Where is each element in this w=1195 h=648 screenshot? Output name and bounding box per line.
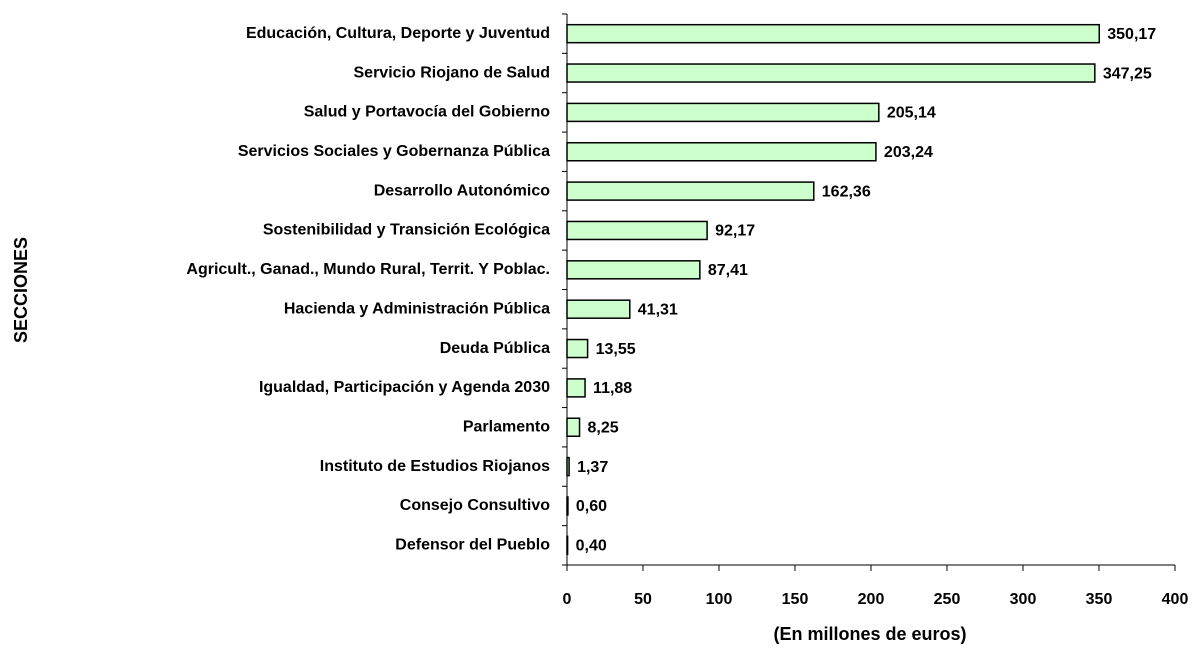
y-tick-label: Defensor del Pueblo — [395, 537, 550, 554]
bar — [566, 63, 1096, 83]
y-tick-label: Parlamento — [463, 418, 550, 435]
bar — [566, 456, 570, 477]
value-label: 350,17 — [1107, 26, 1156, 43]
y-tick-label: Deuda Pública — [440, 340, 550, 357]
y-tick-label: Servicios Sociales y Gobernanza Pública — [238, 143, 550, 160]
x-tick-label: 350 — [1086, 591, 1113, 608]
value-label: 1,37 — [577, 459, 608, 476]
bar — [566, 23, 1101, 44]
x-axis-title: (En millones de euros) — [773, 624, 966, 644]
bar — [566, 299, 631, 319]
value-label: 347,25 — [1103, 65, 1152, 82]
value-label: 13,55 — [596, 341, 636, 358]
bar — [566, 260, 701, 280]
x-tick-label: 0 — [563, 591, 572, 608]
bar — [566, 220, 708, 241]
y-tick-label: Sostenibilidad y Transición Ecológica — [263, 222, 550, 239]
bar — [566, 496, 569, 516]
value-label: 205,14 — [887, 105, 936, 122]
x-tick-label: 400 — [1162, 591, 1189, 608]
value-label: 8,25 — [588, 419, 619, 436]
value-label: 0,40 — [576, 538, 607, 555]
x-tick-label: 100 — [706, 591, 733, 608]
y-tick-label: Instituto de Estudios Riojanos — [320, 458, 550, 475]
y-tick-label: Educación, Cultura, Deporte y Juventud — [246, 25, 550, 42]
bar — [566, 378, 586, 398]
y-tick-label: Agricult., Ganad., Mundo Rural, Territ. … — [186, 261, 550, 278]
y-tick-label: Igualdad, Participación y Agenda 2030 — [259, 379, 550, 396]
bar — [566, 417, 581, 437]
y-tick-label: Servicio Riojano de Salud — [354, 64, 551, 81]
y-tick-label: Hacienda y Administración Pública — [284, 300, 550, 317]
bar — [566, 338, 589, 359]
y-axis-title: SECCIONES — [11, 237, 31, 343]
x-tick-label: 150 — [782, 591, 809, 608]
value-label: 92,17 — [715, 223, 755, 240]
x-tick-label: 250 — [934, 591, 961, 608]
x-tick-label: 50 — [634, 591, 652, 608]
value-label: 162,36 — [822, 183, 871, 200]
x-tick-label: 200 — [858, 591, 885, 608]
bar — [566, 181, 815, 201]
bar — [566, 535, 569, 556]
value-label: 203,24 — [884, 144, 933, 161]
y-tick-label: Salud y Portavocía del Gobierno — [304, 104, 551, 121]
y-tick-label: Consejo Consultivo — [400, 497, 550, 514]
value-label: 11,88 — [593, 380, 632, 397]
value-label: 87,41 — [708, 262, 748, 279]
value-label: 0,60 — [576, 498, 607, 515]
value-label: 41,31 — [638, 301, 678, 318]
bar — [566, 142, 877, 162]
x-tick-label: 300 — [1010, 591, 1037, 608]
bar — [566, 102, 880, 123]
y-tick-label: Desarrollo Autonómico — [374, 182, 551, 199]
